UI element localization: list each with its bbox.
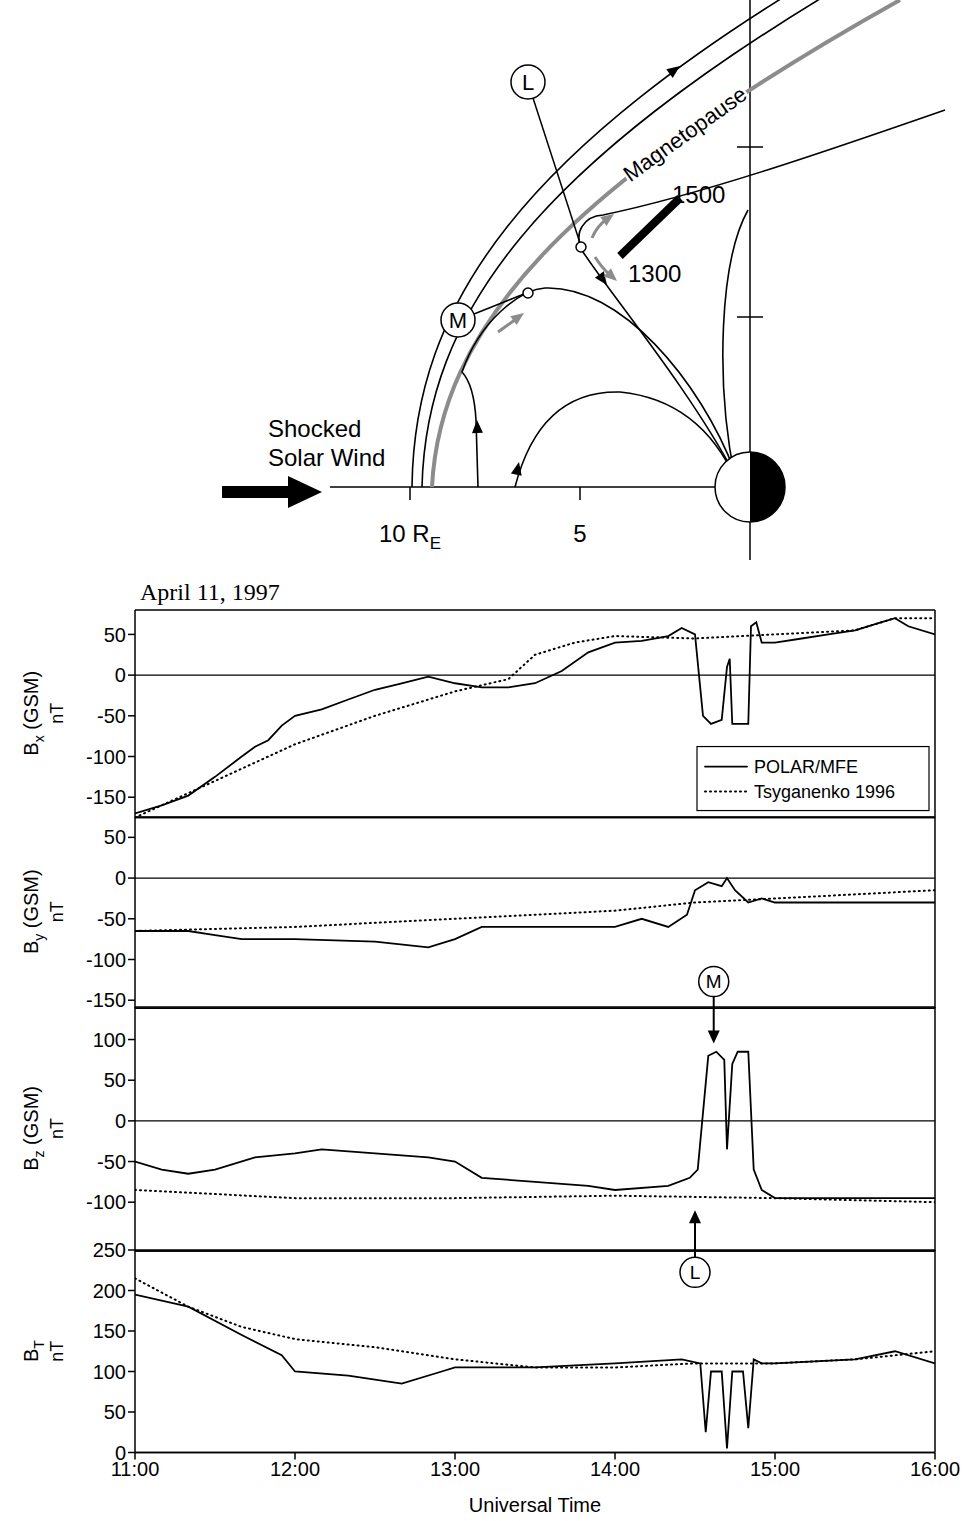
svg-text:Solar Wind: Solar Wind [268,444,385,471]
svg-text:Universal Time: Universal Time [469,1494,601,1516]
svg-text:nT: nT [47,1118,67,1139]
svg-text:M: M [706,971,722,992]
svg-text:200: 200 [93,1279,126,1301]
svg-text:50: 50 [104,624,126,646]
svg-text:250: 250 [93,1239,126,1261]
svg-text:0: 0 [115,664,126,686]
svg-text:M: M [449,308,467,333]
svg-text:-150: -150 [86,786,126,808]
svg-text:10 RE: 10 RE [379,520,441,553]
svg-text:5: 5 [573,520,586,547]
svg-text:BT: BT [20,1340,47,1362]
svg-text:0: 0 [115,1110,126,1132]
svg-text:Magnetopause: Magnetopause [619,81,752,186]
svg-text:-100: -100 [86,948,126,970]
svg-text:15:00: 15:00 [750,1458,800,1480]
svg-text:-100: -100 [86,1191,126,1213]
svg-text:L: L [690,1262,701,1283]
svg-text:-50: -50 [97,907,126,929]
svg-text:-150: -150 [86,989,126,1011]
svg-text:100: 100 [93,1360,126,1382]
svg-text:nT: nT [47,1341,67,1362]
svg-text:1500: 1500 [672,181,725,208]
svg-text:Bx (GSM): Bx (GSM) [20,671,47,756]
svg-text:By (GSM): By (GSM) [20,869,47,954]
svg-text:0: 0 [115,1441,126,1463]
svg-text:Tsyganenko 1996: Tsyganenko 1996 [754,782,895,802]
svg-text:11:00: 11:00 [110,1457,160,1480]
svg-text:Bz (GSM): Bz (GSM) [20,1086,47,1171]
svg-text:nT: nT [47,703,67,724]
svg-text:14:00: 14:00 [590,1458,640,1480]
svg-text:-50: -50 [97,705,126,727]
svg-text:100: 100 [93,1029,126,1051]
svg-text:150: 150 [93,1320,126,1342]
svg-text:L: L [522,70,534,95]
svg-text:0: 0 [115,867,126,889]
svg-text:nT: nT [47,901,67,922]
svg-text:13:00: 13:00 [430,1458,480,1480]
svg-text:50: 50 [104,826,126,848]
svg-text:50: 50 [104,1069,126,1091]
svg-text:16:00: 16:00 [910,1458,960,1480]
svg-text:Shocked: Shocked [268,415,361,442]
svg-text:April 11, 1997: April 11, 1997 [140,579,280,605]
svg-text:1300: 1300 [628,260,681,287]
svg-text:POLAR/MFE: POLAR/MFE [754,757,858,777]
svg-text:50: 50 [104,1401,126,1423]
svg-text:12:00: 12:00 [270,1458,320,1480]
svg-text:-50: -50 [97,1151,126,1173]
svg-text:-100: -100 [86,746,126,768]
